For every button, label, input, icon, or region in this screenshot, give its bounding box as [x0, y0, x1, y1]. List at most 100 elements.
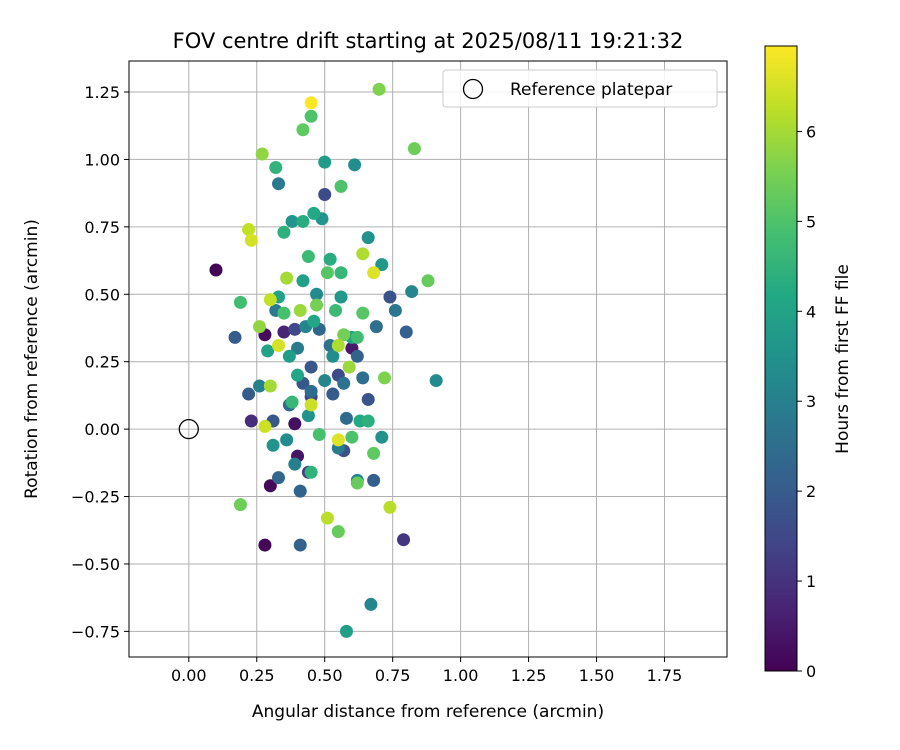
- data-point: [367, 446, 381, 460]
- data-point: [318, 155, 332, 169]
- data-point: [288, 457, 302, 471]
- data-point: [285, 395, 299, 409]
- data-point: [304, 398, 318, 412]
- data-point: [291, 341, 305, 355]
- data-point: [372, 82, 386, 96]
- y-tick-label: 0.25: [84, 353, 120, 372]
- data-point: [399, 325, 413, 339]
- data-point: [244, 414, 258, 428]
- data-point: [258, 419, 272, 433]
- data-point: [348, 158, 362, 172]
- colorbar: 0 1 2 3 4 5 6 Hours from first FF file: [764, 45, 853, 681]
- data-point: [288, 417, 302, 431]
- data-point: [361, 231, 375, 245]
- data-point: [318, 374, 332, 388]
- data-point: [263, 293, 277, 307]
- data-point: [318, 187, 332, 201]
- data-point: [266, 438, 280, 452]
- data-point: [407, 142, 421, 156]
- data-point: [258, 538, 272, 552]
- data-point: [304, 109, 318, 123]
- data-point: [323, 252, 337, 266]
- data-point: [244, 233, 258, 247]
- data-point: [263, 379, 277, 393]
- data-point: [310, 298, 324, 312]
- data-point: [421, 274, 435, 288]
- x-axis-ticks: 0.00 0.25 0.50 0.75 1.00 1.25 1.50 1.75: [171, 657, 682, 685]
- data-point: [367, 266, 381, 280]
- data-point: [228, 330, 242, 344]
- colorbar-tick-label: 6: [806, 122, 816, 141]
- colorbar-tick-label: 0: [806, 662, 816, 681]
- colorbar-tick-label: 2: [806, 482, 816, 501]
- data-point: [255, 147, 269, 161]
- data-point: [345, 430, 359, 444]
- chart-title: FOV centre drift starting at 2025/08/11 …: [173, 29, 684, 53]
- data-point: [361, 414, 375, 428]
- y-tick-label: −0.75: [71, 622, 120, 641]
- data-point: [320, 266, 334, 280]
- data-point: [329, 303, 343, 317]
- data-point: [296, 123, 310, 137]
- data-point: [375, 258, 389, 272]
- data-point: [326, 387, 340, 401]
- data-point: [277, 325, 291, 339]
- data-point: [356, 247, 370, 261]
- y-tick-label: 0.50: [84, 285, 120, 304]
- x-tick-label: 0.75: [375, 666, 411, 685]
- data-point: [280, 271, 294, 285]
- x-tick-label: 0.00: [171, 666, 207, 685]
- data-point: [337, 376, 351, 390]
- data-point: [397, 533, 411, 547]
- legend-box: [442, 69, 718, 108]
- data-point: [209, 263, 223, 277]
- y-tick-label: −0.50: [71, 555, 120, 574]
- colorbar-ticks: 0 1 2 3 4 5 6: [797, 122, 816, 681]
- data-point: [304, 465, 318, 479]
- data-point: [272, 471, 285, 485]
- data-point: [307, 206, 321, 220]
- data-point: [272, 177, 285, 191]
- data-point: [233, 295, 247, 309]
- colorbar-tick-label: 3: [806, 392, 816, 411]
- data-point: [252, 379, 266, 393]
- data-point: [331, 433, 345, 447]
- data-point: [339, 411, 353, 425]
- y-tick-label: 1.00: [84, 150, 120, 169]
- data-point: [252, 320, 266, 334]
- data-point: [242, 387, 256, 401]
- data-point: [326, 349, 340, 363]
- data-point: [304, 96, 318, 110]
- data-points: [209, 82, 443, 638]
- x-axis-label: Angular distance from reference (arcmin): [252, 702, 604, 722]
- data-point: [288, 322, 302, 336]
- data-point: [339, 624, 353, 638]
- data-point: [331, 339, 345, 353]
- data-point: [301, 250, 315, 264]
- data-point: [383, 290, 397, 304]
- data-point: [369, 320, 383, 334]
- x-tick-label: 0.25: [239, 666, 275, 685]
- data-point: [356, 371, 370, 385]
- x-tick-label: 0.50: [307, 666, 343, 685]
- data-point: [242, 223, 256, 237]
- reference-platepar-point: [178, 418, 199, 440]
- y-tick-label: 0.00: [84, 420, 120, 439]
- colorbar-tick-label: 4: [806, 302, 816, 321]
- data-point: [304, 360, 318, 374]
- data-point: [291, 368, 305, 382]
- data-point: [277, 225, 291, 239]
- x-tick-label: 1.50: [579, 666, 615, 685]
- y-tick-label: −0.25: [71, 488, 120, 507]
- colorbar-tick-label: 5: [806, 212, 816, 231]
- data-point: [296, 214, 310, 228]
- data-point: [312, 428, 326, 442]
- plot-frame: [128, 60, 728, 658]
- data-point: [272, 339, 285, 353]
- data-point: [331, 525, 345, 539]
- x-tick-label: 1.75: [647, 666, 683, 685]
- data-point: [310, 287, 324, 301]
- data-point: [293, 538, 307, 552]
- data-point: [285, 214, 299, 228]
- data-point: [269, 161, 283, 175]
